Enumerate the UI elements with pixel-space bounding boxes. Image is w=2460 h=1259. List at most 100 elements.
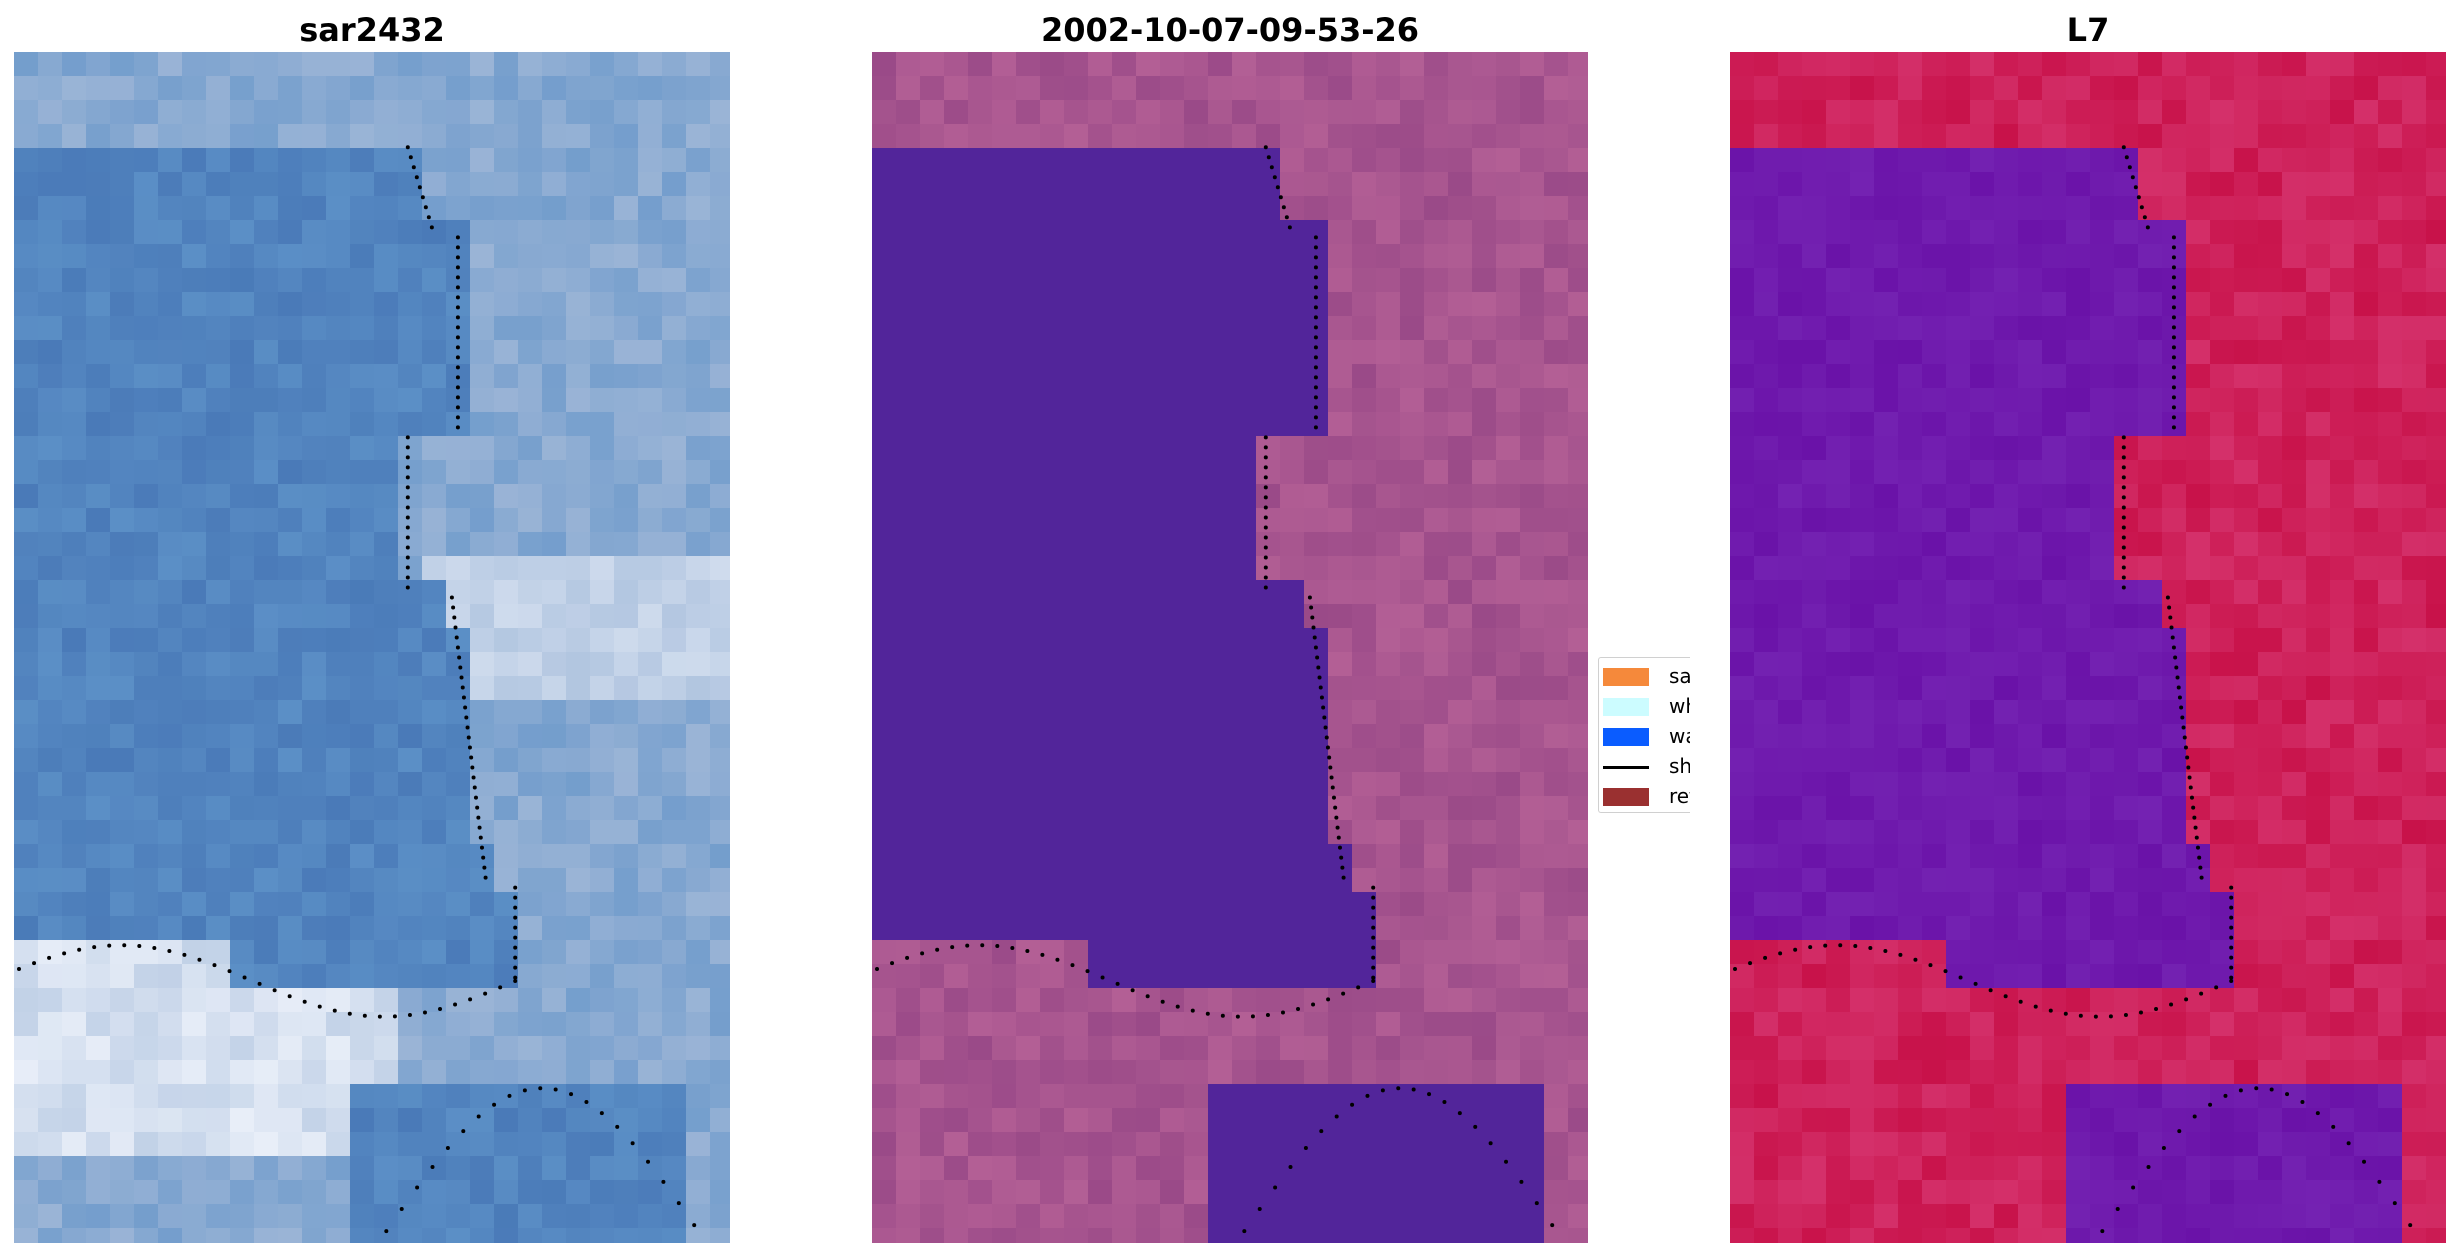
raster-pixel [1232,52,1256,76]
raster-pixel [1544,772,1568,796]
raster-pixel [398,556,422,580]
raster-pixel [1040,1084,1064,1108]
raster-pixel [374,1108,398,1132]
raster-pixel [1922,772,1946,796]
raster-pixel [278,1204,302,1228]
raster-pixel [1826,460,1850,484]
raster-pixel [1304,1228,1328,1243]
raster-pixel [302,628,326,652]
raster-pixel [1850,916,1874,940]
raster-pixel [1544,796,1568,820]
shoreline-dot [599,1111,604,1116]
raster-pixel [1136,868,1160,892]
raster-pixel [2042,844,2066,868]
raster-pixel [134,268,158,292]
raster-pixel [446,172,470,196]
raster-pixel [62,580,86,604]
raster-pixel [1922,316,1946,340]
shoreline-dot [2168,615,2173,620]
raster-pixel [1730,772,1754,796]
raster-pixel [2066,172,2090,196]
raster-pixel [446,604,470,628]
raster-pixel [422,700,446,724]
raster-pixel [2258,172,2282,196]
raster-pixel [86,844,110,868]
raster-pixel [110,892,134,916]
raster-pixel [1016,100,1040,124]
raster-pixel [1994,652,2018,676]
raster-pixel [2018,988,2042,1012]
raster-pixel [278,940,302,964]
shoreline-dot [1275,185,1280,190]
raster-pixel [278,628,302,652]
raster-pixel [1922,1228,1946,1243]
raster-pixel [374,1132,398,1156]
raster-pixel [1874,796,1898,820]
raster-pixel [1754,1084,1778,1108]
raster-pixel [182,1156,206,1180]
raster-pixel [1160,676,1184,700]
raster-pixel [1040,1060,1064,1084]
raster-pixel [542,580,566,604]
raster-pixel [1040,52,1064,76]
raster-pixel [1778,52,1802,76]
raster-pixel [302,772,326,796]
raster-pixel [182,652,206,676]
raster-pixel [1304,532,1328,556]
raster-pixel [182,100,206,124]
shoreline-dot [1313,235,1318,240]
raster-pixel [38,1204,62,1228]
raster-pixel [1232,940,1256,964]
raster-pixel [1112,244,1136,268]
raster-pixel [422,892,446,916]
raster-pixel [920,1132,944,1156]
raster-pixel [638,460,662,484]
shoreline-dot [477,825,482,830]
raster-pixel [872,268,896,292]
raster-pixel [1850,532,1874,556]
raster-pixel [518,628,542,652]
raster-pixel [872,796,896,820]
raster-pixel [1232,820,1256,844]
shoreline-dot [2285,1092,2290,1097]
raster-pixel [2402,244,2426,268]
raster-pixel [254,388,278,412]
raster-pixel [1112,1228,1136,1243]
shoreline-dot [513,975,518,980]
raster-pixel [1256,556,1280,580]
raster-pixel [1136,1204,1160,1228]
raster-pixel [1232,532,1256,556]
raster-pixel [1922,124,1946,148]
raster-pixel [1256,724,1280,748]
raster-pixel [872,388,896,412]
raster-pixel [1280,340,1304,364]
raster-pixel [944,772,968,796]
raster-pixel [710,1180,730,1204]
raster-pixel [1232,916,1256,940]
raster-pixel [2066,1156,2090,1180]
raster-pixel [1520,1228,1544,1243]
raster-pixel [1544,52,1568,76]
raster-pixel [14,196,38,220]
shoreline-dot [453,1002,458,1007]
shoreline-dot [1328,765,1333,770]
raster-pixel [1730,1012,1754,1036]
raster-pixel [1160,76,1184,100]
raster-pixel [254,916,278,940]
raster-pixel [1184,76,1208,100]
raster-pixel [1112,52,1136,76]
raster-pixel [302,100,326,124]
raster-pixel [1112,148,1136,172]
raster-pixel [2258,796,2282,820]
raster-pixel [1208,148,1232,172]
raster-pixel [62,724,86,748]
raster-pixel [1424,892,1448,916]
raster-pixel [1064,1012,1088,1036]
raster-pixel [158,1204,182,1228]
raster-pixel [230,652,254,676]
raster-pixel [896,52,920,76]
raster-pixel [1160,604,1184,628]
raster-pixel [1184,1084,1208,1108]
raster-pixel [1946,532,1970,556]
shoreline-dot [1313,315,1318,320]
